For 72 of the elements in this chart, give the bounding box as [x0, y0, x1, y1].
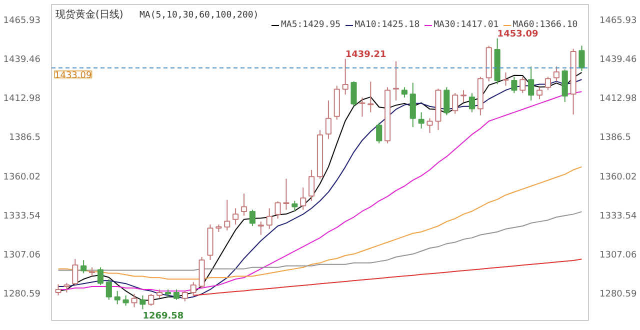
- candlestick: [249, 209, 256, 226]
- candlestick: [444, 86, 450, 116]
- y-tick-label: 1280.59: [3, 290, 41, 300]
- candlestick: [528, 66, 534, 101]
- y2-tick-label: 1280.59: [600, 290, 637, 300]
- legend-label: MA30:1417.01: [434, 20, 499, 30]
- y2-tick-label: 1412.98: [600, 94, 637, 104]
- y2-tick-label: 1465.93: [600, 16, 637, 26]
- annotation: 1453.09: [497, 29, 538, 40]
- candlestick: [511, 76, 518, 94]
- candlestick: [140, 294, 146, 310]
- legend-label: MA10:1425.18: [354, 20, 420, 30]
- candlestick: [97, 266, 104, 286]
- candlestick: [131, 293, 138, 308]
- candlestick: [308, 169, 315, 202]
- y2-tick-label: 1439.46: [600, 54, 637, 65]
- y-tick-label: 1307.06: [3, 250, 41, 260]
- candlestick: [392, 60, 400, 101]
- y-tick-label: 1465.93: [3, 16, 40, 26]
- candlestick: [468, 92, 476, 113]
- candlestick: [359, 97, 366, 118]
- candlestick: [274, 200, 281, 220]
- y-tick-label: 1412.98: [3, 94, 41, 104]
- candlestick: [55, 284, 62, 296]
- candlestick: [266, 208, 272, 230]
- candlestick: [106, 278, 112, 300]
- candlestick: [232, 208, 239, 226]
- candlestick: [520, 76, 526, 94]
- legend-label: MA60:1366.10: [512, 20, 578, 30]
- candlestick: [578, 45, 585, 72]
- candlestick: [553, 66, 560, 82]
- candlestick: [418, 112, 424, 130]
- candlestick: [342, 58, 348, 96]
- candlestick: [283, 178, 290, 210]
- y-tick-label: 1439.46: [3, 54, 41, 65]
- candlestick: [300, 187, 306, 210]
- candlestick: [64, 282, 70, 293]
- legend-label: MA5:1429.95: [281, 20, 341, 30]
- y-tick-label: 1386.5: [9, 133, 41, 144]
- candlestick: [72, 258, 78, 286]
- candlestick: [452, 92, 458, 114]
- candlestick: [114, 290, 120, 305]
- y-tick-label: 1333.54: [3, 211, 41, 222]
- y2-tick-label: 1333.54: [600, 211, 637, 222]
- candlestick: [148, 293, 154, 306]
- text: 现货黄金(日线): [56, 8, 124, 20]
- candlestick: [240, 193, 248, 216]
- candlestick: [173, 288, 180, 300]
- annotation: 1269.58: [142, 311, 184, 322]
- candlestick: [350, 80, 357, 107]
- candlestick: [224, 199, 230, 231]
- candlestick: [544, 76, 552, 91]
- candlestick: [80, 260, 87, 274]
- candlestick: [502, 72, 509, 86]
- y-tick-label: 1360.02: [3, 172, 40, 182]
- y2-tick-label: 1360.02: [600, 172, 637, 182]
- candlestick: [258, 221, 264, 236]
- candlestick: [292, 200, 298, 212]
- text: MA(5,10,30,60,100,200): [140, 10, 259, 20]
- candlestick: [401, 86, 408, 98]
- candlestick: [460, 90, 467, 102]
- candlestick: [325, 100, 332, 140]
- line-series: [192, 258, 582, 296]
- candlestick: [182, 290, 188, 302]
- y2-tick-label: 1386.5: [600, 133, 631, 144]
- candlestick: [376, 122, 382, 144]
- candlestick: [536, 86, 543, 100]
- y2-tick-label: 1307.06: [600, 250, 637, 260]
- candlestick: [122, 294, 129, 306]
- candlestick: [190, 282, 196, 296]
- annotation: 1439.21: [345, 50, 386, 60]
- candlestick: [426, 118, 433, 134]
